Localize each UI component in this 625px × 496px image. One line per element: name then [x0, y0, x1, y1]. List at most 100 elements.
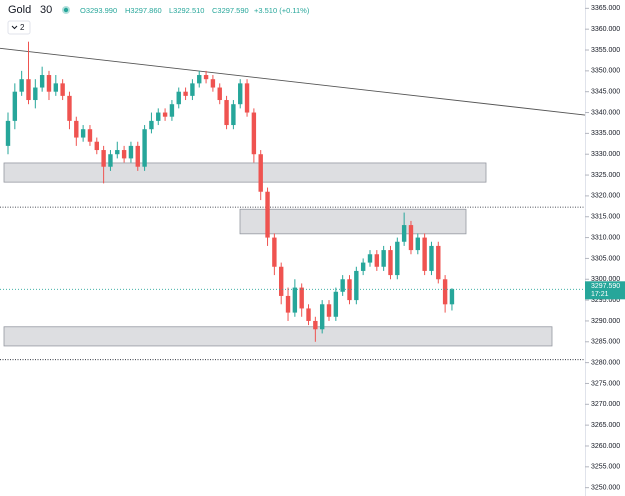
candle-body: [381, 250, 386, 267]
candle-body: [142, 129, 147, 167]
candle-body: [292, 287, 298, 313]
y-tick-label: 3275.000: [591, 380, 620, 387]
candle-body: [39, 75, 45, 88]
indicator-count: 2: [20, 23, 25, 32]
candle-body: [449, 289, 455, 305]
candle-body: [251, 112, 257, 155]
candle-body: [347, 279, 352, 301]
y-tick-label: 3250.000: [591, 485, 620, 492]
y-tick-label: 3265.000: [591, 422, 620, 429]
ohlc-low: L3292.510: [169, 6, 204, 15]
candle-body: [26, 79, 31, 101]
candle-body: [135, 145, 140, 167]
price-tag: [585, 281, 625, 300]
candle-body: [340, 279, 345, 292]
candle-body: [224, 100, 229, 126]
y-tick-label: 3290.000: [591, 318, 620, 325]
candle-body: [374, 254, 380, 267]
y-tick-label: 3330.000: [591, 151, 620, 158]
candle-body: [408, 225, 414, 251]
candle-body: [395, 241, 400, 276]
y-tick-label: 3315.000: [591, 214, 620, 221]
candle-body: [121, 150, 127, 159]
candle-body: [53, 83, 59, 92]
candle-body: [279, 266, 284, 296]
status-dot: [63, 7, 69, 13]
candle-body: [231, 104, 236, 126]
candle-body: [306, 308, 311, 321]
y-tick-label: 3255.000: [591, 464, 620, 471]
candle-body: [149, 120, 154, 130]
candle-body: [5, 120, 11, 146]
candle-body: [326, 304, 332, 317]
indicator-toggle[interactable]: [7, 20, 31, 35]
candle-body: [272, 237, 277, 267]
chevron-icon: [11, 25, 18, 30]
candle-body: [101, 150, 106, 167]
ohlc-change: +3.510 (+0.11%): [254, 6, 310, 15]
y-tick-label: 3345.000: [591, 89, 620, 96]
zone: [3, 326, 553, 347]
candle-body: [388, 250, 393, 276]
y-tick-label: 3355.000: [591, 47, 620, 54]
zone: [239, 208, 467, 235]
y-tick-label: 3270.000: [591, 401, 620, 408]
symbol: Gold: [8, 4, 31, 16]
candle-body: [238, 83, 243, 105]
y-tick-label: 3285.000: [591, 339, 620, 346]
y-tick-label: 3365.000: [591, 5, 620, 12]
candle-body: [94, 141, 99, 151]
candle-body: [169, 104, 175, 117]
price-tag-countdown: 17:21: [591, 291, 609, 298]
candle-body: [258, 154, 263, 192]
y-tick-label: 3310.000: [591, 234, 620, 241]
price-tag-price: 3297.590: [591, 283, 620, 290]
candle-body: [285, 295, 291, 313]
y-tick-label: 3350.000: [591, 68, 620, 75]
candle-body: [46, 75, 52, 92]
candle-body: [19, 79, 24, 92]
candle-body: [442, 279, 448, 305]
candle-body: [115, 150, 120, 155]
candle-body: [333, 291, 339, 317]
candle-body: [313, 320, 318, 330]
trendline: [0, 47, 586, 116]
ohlc-close: C3297.590: [212, 6, 249, 15]
y-tick-label: 3295.000: [591, 297, 620, 304]
candle-body: [210, 79, 216, 88]
y-tick-label: 3320.000: [591, 193, 620, 200]
y-tick-label: 3325.000: [591, 172, 620, 179]
plot: [0, 41, 586, 361]
candle-body: [80, 129, 86, 138]
candle-body: [265, 191, 270, 238]
candle-body: [319, 304, 325, 330]
candle-body: [162, 112, 168, 117]
ohlc-high: H3297.860: [125, 6, 162, 15]
candle-body: [67, 95, 72, 121]
candle-body: [33, 87, 38, 101]
candle-body: [128, 145, 134, 159]
candle-body: [183, 91, 188, 96]
zone: [3, 162, 487, 183]
y-tick-label: 3335.000: [591, 130, 620, 137]
candle-body: [244, 83, 250, 113]
candle-body: [429, 245, 434, 271]
y-tick-label: 3305.000: [591, 255, 620, 262]
candle-body: [299, 287, 304, 309]
candle-body: [156, 112, 161, 121]
candle-body: [87, 129, 93, 142]
candle-body: [197, 75, 202, 84]
y-tick-label: 3340.000: [591, 109, 620, 116]
y-tick-label: 3260.000: [591, 443, 620, 450]
candle-body: [190, 83, 195, 96]
candle-body: [74, 120, 79, 138]
candle-body: [354, 270, 359, 301]
y-tick-label: 3360.000: [591, 26, 620, 33]
candle-body: [176, 91, 181, 105]
candle-body: [401, 225, 407, 242]
candle-body: [60, 83, 65, 96]
interval: 30: [40, 4, 52, 16]
candle-body: [360, 262, 366, 271]
